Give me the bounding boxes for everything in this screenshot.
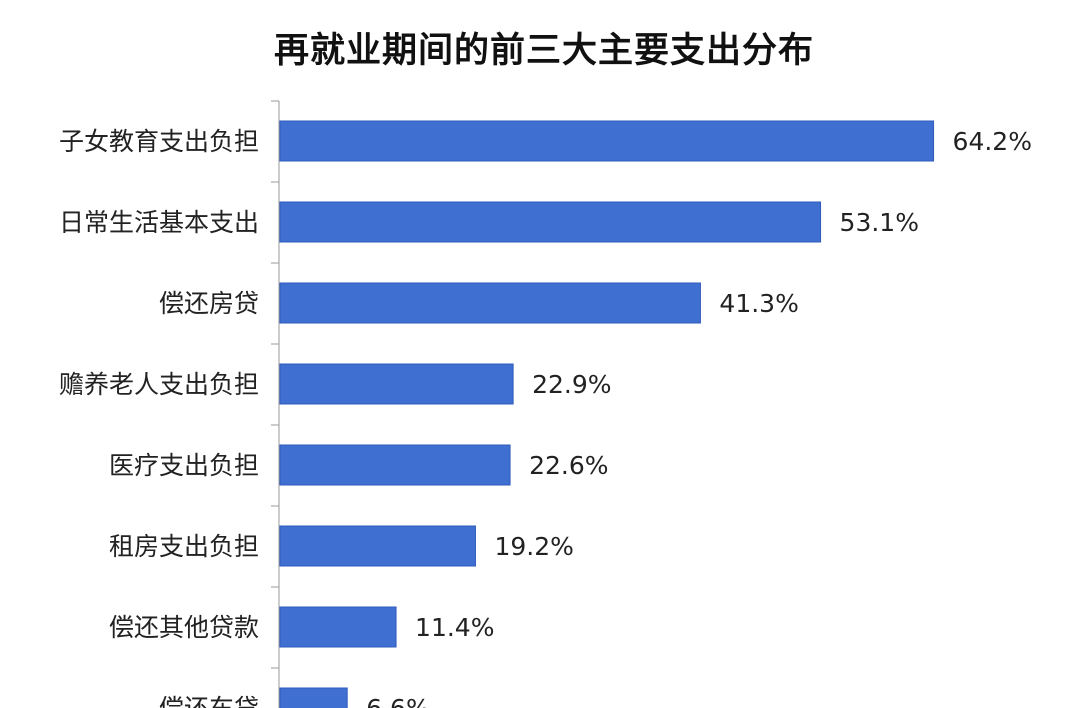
bar	[279, 525, 476, 567]
value-label: 64.2%	[953, 127, 1032, 156]
value-label: 41.3%	[719, 289, 798, 318]
category-label: 子女教育支出负担	[59, 127, 259, 156]
bars-layer	[279, 120, 935, 708]
category-label: 赡养老人支出负担	[59, 370, 259, 399]
category-label: 租房支出负担	[109, 532, 259, 561]
labels-layer: 子女教育支出负担 64.2% 日常生活基本支出 53.1% 偿还房贷 41.3% 赡养老人支…	[59, 127, 1032, 708]
value-label: 19.2%	[494, 532, 573, 561]
category-label: 偿还车贷	[159, 694, 259, 708]
value-label: 53.1%	[840, 208, 919, 237]
category-label: 医疗支出负担	[109, 451, 259, 480]
value-label: 22.9%	[532, 370, 611, 399]
value-label: 6.6%	[366, 694, 430, 708]
category-label: 偿还其他贷款	[109, 613, 259, 642]
bar	[279, 201, 822, 243]
category-label: 日常生活基本支出	[59, 208, 259, 237]
bar	[279, 120, 935, 162]
category-label: 偿还房贷	[159, 289, 259, 318]
bar	[279, 444, 511, 486]
chart-title: 再就业期间的前三大主要支出分布	[273, 31, 814, 71]
bar	[279, 363, 514, 405]
bar	[279, 606, 397, 648]
category-axis	[271, 100, 280, 708]
value-label: 22.6%	[529, 451, 608, 480]
value-label: 11.4%	[415, 613, 494, 642]
bar	[279, 687, 348, 708]
bar	[279, 282, 701, 324]
